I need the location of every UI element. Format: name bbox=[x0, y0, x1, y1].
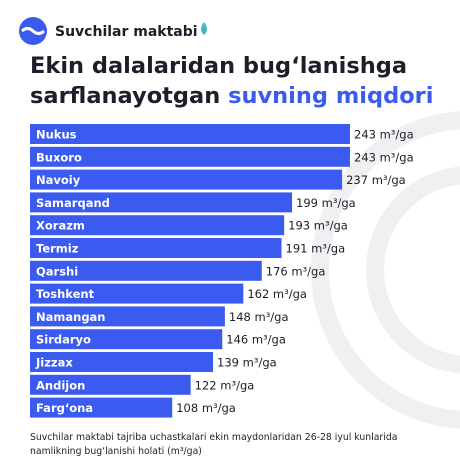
category-label: Nukus bbox=[36, 128, 77, 142]
bar bbox=[30, 238, 282, 258]
value-label: 176 m³/ga bbox=[266, 264, 326, 278]
value-label: 237 m³/ga bbox=[346, 173, 406, 187]
brand-name: Suvchilar maktabi bbox=[55, 24, 198, 40]
value-label: 108 m³/ga bbox=[176, 401, 236, 415]
value-label: 122 m³/ga bbox=[195, 378, 255, 392]
category-label: Samarqand bbox=[36, 196, 110, 210]
footnote: namlikning bug‘lanishi holati (m³/ga) bbox=[30, 446, 202, 457]
bar bbox=[30, 215, 285, 236]
bar bbox=[30, 374, 191, 395]
category-label: Jizzax bbox=[35, 356, 73, 370]
category-label: Xorazm bbox=[36, 219, 85, 233]
category-label: Toshkent bbox=[36, 287, 95, 301]
category-label: Andijon bbox=[36, 378, 85, 392]
value-label: 148 m³/ga bbox=[229, 310, 289, 324]
value-label: 146 m³/ga bbox=[226, 333, 286, 347]
category-label: Namangan bbox=[36, 310, 106, 324]
value-label: 243 m³/ga bbox=[354, 128, 414, 142]
title-highlight: suvning miqdori bbox=[228, 83, 433, 109]
bar bbox=[30, 192, 293, 213]
category-label: Qarshi bbox=[36, 264, 78, 278]
value-label: 193 m³/ga bbox=[288, 219, 348, 233]
footnote: Suvchilar maktabi tajriba uchastkalari e… bbox=[30, 432, 397, 443]
value-label: 199 m³/ga bbox=[296, 196, 356, 210]
category-label: Farg‘ona bbox=[36, 401, 93, 415]
bar bbox=[30, 146, 350, 167]
category-label: Sirdaryo bbox=[36, 333, 91, 347]
value-label: 139 m³/ga bbox=[217, 356, 277, 370]
bar bbox=[30, 169, 343, 190]
value-label: 162 m³/ga bbox=[247, 287, 307, 301]
bar bbox=[30, 306, 225, 327]
category-label: Buxoro bbox=[36, 150, 82, 164]
title-part: sarflanayotgan bbox=[30, 83, 220, 109]
logo bbox=[19, 17, 207, 45]
category-label: Navoiy bbox=[36, 173, 81, 187]
bar bbox=[30, 124, 350, 144]
bar bbox=[30, 260, 262, 281]
title-line: Ekin dalalaridan bug‘lanishga bbox=[30, 53, 407, 79]
bar bbox=[30, 352, 214, 372]
title-line: sarflanayotgan suvning miqdori bbox=[30, 83, 433, 109]
value-label: 191 m³/ga bbox=[286, 242, 346, 256]
value-label: 243 m³/ga bbox=[354, 150, 414, 164]
bars: Nukus 243 m³/ga Buxoro 243 m³/ga Navoiy 237 m… bbox=[30, 124, 414, 418]
bar bbox=[30, 397, 173, 418]
category-label: Termiz bbox=[36, 242, 79, 256]
bar bbox=[30, 283, 244, 304]
bar bbox=[30, 329, 223, 350]
background-decoration bbox=[311, 111, 460, 429]
